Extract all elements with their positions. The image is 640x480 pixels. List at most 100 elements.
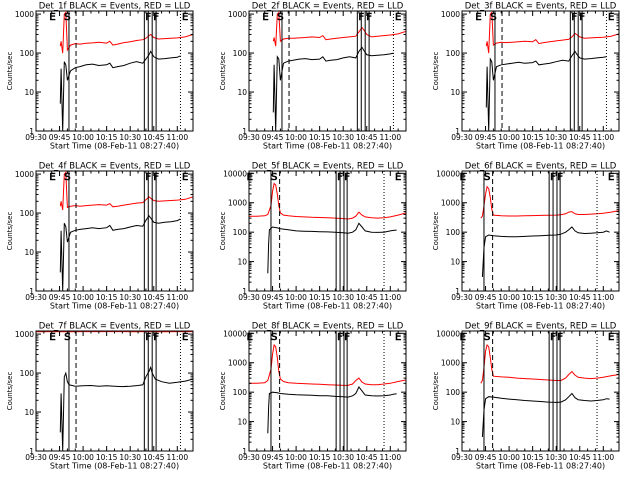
marker-letter: E [49, 172, 55, 183]
plot-area [59, 11, 193, 131]
x-tick-label: 10:00 [498, 293, 520, 302]
y-tick-label: 1000 [15, 170, 34, 179]
lld-series-line [249, 182, 406, 220]
x-tick-label: 10:15 [522, 133, 544, 142]
x-tick-label: 10:30 [332, 293, 354, 302]
panel-title: Det_9f BLACK = Events, RED = LLD [465, 322, 617, 332]
events-series-line [272, 46, 394, 131]
y-axis-label: Counts/sec [6, 372, 14, 411]
panel-frame [35, 170, 194, 292]
lld-series-line [59, 11, 193, 54]
y-tick-label: 1000 [228, 359, 247, 368]
x-tick-label: 10:45 [356, 133, 378, 142]
x-tick-label: 11:00 [379, 453, 401, 462]
y-tick-label: 100 [446, 49, 461, 58]
panel-title: Det_1f BLACK = Events, RED = LLD [39, 2, 191, 12]
plot-area [36, 331, 193, 451]
x-axis-label: Start Time (08-Feb-11 08:27:40) [476, 142, 605, 151]
y-axis-label: Counts/sec [219, 372, 227, 411]
marker-letter: E [182, 332, 188, 343]
y-tick-label: 10 [450, 88, 460, 97]
y-tick-label: 10000 [436, 169, 460, 178]
x-tick-label: 10:00 [285, 133, 307, 142]
x-tick-label: 09:30 [25, 133, 47, 142]
x-tick-label: 10:00 [285, 293, 307, 302]
panel-title: Det_6f BLACK = Events, RED = LLD [465, 162, 617, 172]
events-series-line [267, 386, 397, 434]
x-tick-label: 09:30 [451, 133, 473, 142]
x-tick-label: 11:00 [592, 293, 614, 302]
plot-area [272, 11, 406, 131]
x-tick-label: 10:15 [96, 453, 118, 462]
lld-series-line [485, 11, 619, 54]
x-tick-label: 09:45 [49, 453, 71, 462]
x-tick-label: 09:30 [238, 293, 260, 302]
x-tick-label: 09:30 [25, 293, 47, 302]
x-tick-label: 10:15 [309, 293, 331, 302]
y-tick-label: 1000 [441, 199, 460, 208]
marker-letter: F [145, 172, 151, 183]
plot-area [249, 171, 406, 291]
x-tick-label: 11:00 [592, 133, 614, 142]
marker-letter: F [153, 12, 159, 23]
y-axis-label: Counts/sec [432, 52, 440, 91]
marker-letter: F [358, 12, 364, 23]
y-axis-label: Counts/sec [6, 52, 14, 91]
y-tick-label: 1 [455, 127, 460, 136]
x-tick-label: 11:00 [379, 293, 401, 302]
marker-letter: F [557, 172, 563, 183]
y-axis-label: Counts/sec [219, 212, 227, 251]
marker-letter: S [484, 332, 490, 343]
x-tick-label: 10:00 [285, 453, 307, 462]
lld-series-line [480, 185, 619, 219]
y-tick-label: 10000 [436, 329, 460, 338]
y-tick-label: 1000 [228, 10, 247, 19]
marker-letter: S [490, 12, 496, 23]
marker-letter: F [550, 332, 556, 343]
x-tick-label: 10:45 [356, 453, 378, 462]
marker-letter: F [145, 12, 151, 23]
x-tick-label: 10:45 [569, 453, 591, 462]
panel-frame [248, 10, 407, 132]
panel-5: Det_5f BLACK = Events, RED = LLDEESFF110… [219, 162, 407, 311]
x-tick-label: 09:30 [451, 293, 473, 302]
events-series-line [481, 226, 610, 278]
marker-letter: E [395, 332, 401, 343]
x-tick-label: 10:30 [119, 293, 141, 302]
panel-title: Det_7f BLACK = Events, RED = LLD [39, 322, 191, 332]
panel-frame [35, 10, 194, 132]
x-axis-label: Start Time (08-Feb-11 08:27:40) [50, 462, 179, 471]
x-tick-label: 10:30 [545, 293, 567, 302]
y-tick-label: 1 [455, 287, 460, 296]
x-tick-label: 10:30 [545, 453, 567, 462]
marker-letter: E [182, 12, 188, 23]
marker-letter: E [608, 12, 614, 23]
y-tick-label: 100 [446, 388, 461, 397]
marker-letter: E [49, 12, 55, 23]
x-tick-label: 09:45 [49, 293, 71, 302]
x-tick-label: 10:00 [72, 133, 94, 142]
marker-letter: E [49, 332, 55, 343]
x-axis-label: Start Time (08-Feb-11 08:27:40) [476, 462, 605, 471]
y-tick-label: 100 [233, 228, 248, 237]
marker-letter: E [608, 332, 614, 343]
x-tick-label: 10:30 [119, 453, 141, 462]
x-tick-label: 09:45 [475, 453, 497, 462]
y-tick-label: 10 [24, 248, 34, 257]
marker-letter: E [182, 172, 188, 183]
events-series-line [59, 365, 193, 451]
y-tick-label: 10 [237, 88, 247, 97]
x-tick-label: 11:00 [166, 133, 188, 142]
x-tick-label: 10:45 [143, 453, 165, 462]
panel-frame [35, 330, 194, 452]
panel-frame [461, 330, 620, 452]
marker-letter: F [145, 332, 151, 343]
x-tick-label: 10:30 [545, 133, 567, 142]
y-axis-label: Counts/sec [432, 212, 440, 251]
panel-title: Det_3f BLACK = Events, RED = LLD [465, 2, 617, 12]
x-tick-label: 10:30 [119, 133, 141, 142]
x-tick-label: 10:15 [96, 133, 118, 142]
y-tick-label: 100 [20, 369, 35, 378]
